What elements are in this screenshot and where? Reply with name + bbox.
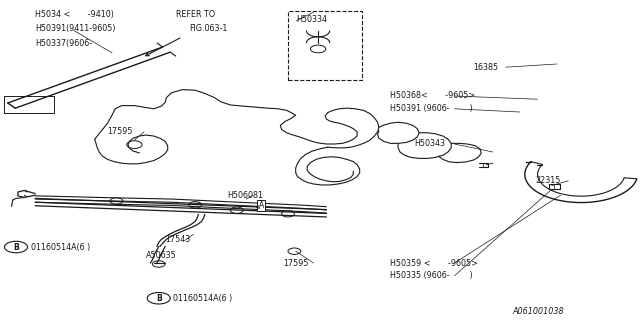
Text: H50391(9411-9605): H50391(9411-9605) (35, 24, 116, 33)
Bar (288, 11, 362, 80)
Text: 01160514A(6 ): 01160514A(6 ) (173, 294, 233, 303)
Text: A061001038: A061001038 (512, 308, 564, 316)
Text: H50343: H50343 (415, 140, 445, 148)
Text: H50334: H50334 (296, 15, 327, 24)
Text: H50368<       -9605>: H50368< -9605> (390, 92, 476, 100)
Text: 17595: 17595 (107, 127, 132, 136)
Text: H50391 (9606-        ): H50391 (9606- ) (390, 104, 473, 113)
Text: 22315: 22315 (535, 176, 561, 185)
Text: 17543: 17543 (165, 236, 190, 244)
Text: 17595: 17595 (283, 259, 308, 268)
Text: H50359 <       -9605>: H50359 < -9605> (390, 259, 478, 268)
Text: B: B (156, 294, 161, 303)
Text: FIG.063-1: FIG.063-1 (189, 24, 227, 33)
Text: REFER TO: REFER TO (176, 10, 215, 19)
Text: H506081: H506081 (227, 191, 263, 200)
Text: 16385: 16385 (474, 63, 499, 72)
Text: A: A (259, 201, 264, 210)
Text: H5034 <       -9410): H5034 < -9410) (35, 10, 114, 19)
Text: H50337(9606-: H50337(9606- (35, 39, 92, 48)
Text: B: B (13, 243, 19, 252)
Text: 01160514A(6 ): 01160514A(6 ) (31, 243, 90, 252)
Text: H50335 (9606-        ): H50335 (9606- ) (390, 271, 473, 280)
Text: A50635: A50635 (146, 252, 177, 260)
